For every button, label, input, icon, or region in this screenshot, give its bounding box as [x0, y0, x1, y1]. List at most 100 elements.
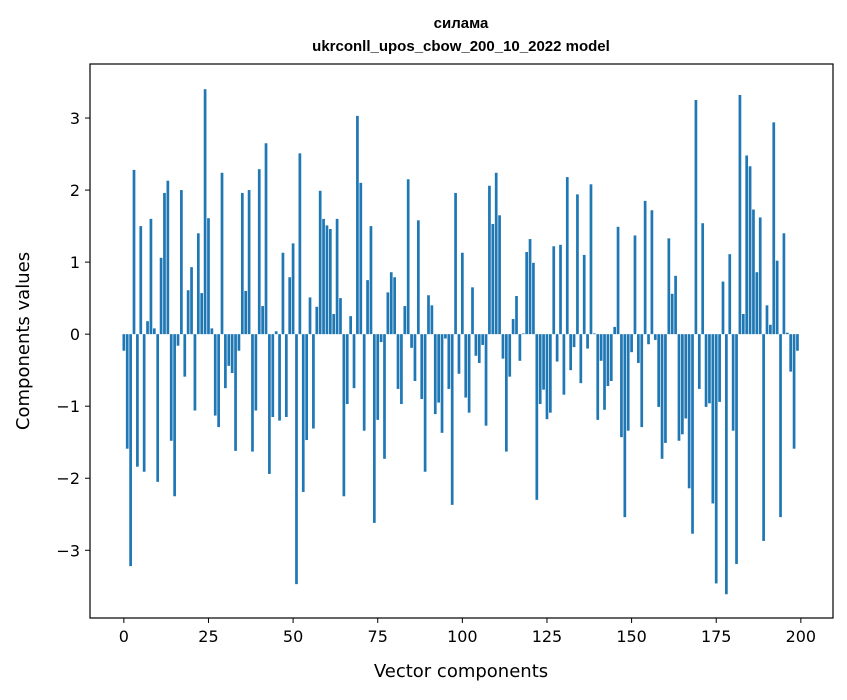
bar-component-167: [687, 334, 691, 489]
bar-component-88: [420, 334, 424, 399]
bar-component-199: [796, 334, 799, 351]
bar-component-193: [775, 260, 779, 335]
plot-frame: [89, 63, 834, 619]
bar-component-192: [772, 122, 776, 335]
y-tick-label: −1: [56, 397, 80, 416]
bar-component-9: [152, 328, 156, 335]
bar-component-142: [603, 334, 606, 410]
bar-component-122: [535, 334, 539, 500]
bar-component-26: [210, 328, 214, 335]
bar-component-93: [437, 334, 441, 403]
bar-component-12: [163, 192, 166, 335]
x-tick-label: 50: [283, 627, 303, 646]
bar-component-98: [454, 192, 457, 335]
bar-component-38: [251, 334, 254, 452]
bar-component-68: [352, 334, 356, 389]
bar-component-62: [332, 313, 336, 335]
bar-component-43: [268, 334, 271, 474]
bar-component-71: [362, 334, 366, 431]
bar-component-3: [132, 169, 136, 335]
bar-component-64: [339, 298, 342, 335]
bar-component-11: [159, 257, 163, 335]
bar-component-33: [234, 334, 237, 451]
bar-component-28: [217, 334, 220, 428]
bar-component-155: [647, 334, 650, 345]
bar-component-139: [593, 333, 596, 335]
bar-component-179: [728, 254, 732, 335]
bar-component-152: [637, 334, 640, 363]
bar-component-194: [779, 334, 782, 518]
bar-component-18: [183, 334, 187, 377]
bar-component-60: [325, 225, 329, 335]
bars-group: [122, 89, 799, 595]
bar-component-160: [664, 334, 667, 443]
y-tick-label: 1: [70, 253, 80, 272]
bar-component-108: [488, 185, 491, 335]
bar-component-86: [413, 334, 417, 381]
bar-component-164: [677, 334, 681, 441]
bar-component-121: [532, 262, 535, 335]
bar-component-48: [284, 334, 288, 418]
bar-component-135: [579, 334, 583, 384]
x-tick-label: 0: [119, 627, 129, 646]
y-axis-label: Components values: [13, 252, 34, 430]
x-tick-label: 75: [368, 627, 388, 646]
bar-component-113: [504, 334, 508, 452]
bar-component-82: [400, 334, 403, 405]
bar-component-92: [433, 334, 437, 415]
bar-component-97: [450, 334, 454, 505]
bar-component-23: [200, 293, 204, 335]
bar-component-172: [704, 334, 708, 407]
bar-component-195: [782, 233, 786, 335]
bar-component-74: [372, 334, 376, 523]
bar-component-104: [474, 334, 478, 356]
chart-title-line-1: силама: [434, 15, 489, 32]
y-tick-label: 2: [70, 181, 80, 200]
bar-component-150: [630, 334, 633, 353]
bar-component-177: [721, 281, 725, 335]
bar-component-49: [288, 277, 292, 335]
bar-component-180: [731, 334, 735, 431]
bar-component-20: [190, 267, 193, 335]
bar-component-13: [166, 180, 170, 335]
bar-component-151: [633, 235, 637, 335]
bar-component-191: [769, 324, 772, 335]
bar-component-90: [427, 295, 430, 335]
bar-component-115: [511, 319, 515, 335]
bar-component-14: [169, 334, 173, 441]
bar-component-153: [640, 334, 644, 428]
bar-component-73: [369, 226, 373, 335]
x-tick-label: 175: [701, 627, 732, 646]
bar-component-5: [139, 226, 143, 335]
bar-component-168: [691, 334, 694, 534]
bar-component-171: [701, 223, 705, 335]
bar-component-132: [569, 334, 573, 371]
y-tick-label: 0: [70, 325, 80, 344]
bar-component-36: [244, 290, 248, 335]
bar-component-162: [670, 293, 674, 335]
bar-component-85: [410, 334, 413, 348]
bar-component-4: [136, 334, 139, 467]
bar-component-15: [173, 334, 176, 497]
bar-component-136: [582, 254, 586, 335]
x-tick-label: 150: [616, 627, 647, 646]
bar-component-145: [613, 326, 617, 335]
bar-component-123: [538, 334, 542, 405]
bar-component-165: [681, 334, 684, 435]
bar-component-101: [464, 334, 468, 398]
bar-component-190: [765, 305, 769, 335]
bar-component-114: [508, 334, 512, 377]
y-tick-label: −2: [56, 469, 80, 488]
bar-component-31: [227, 334, 231, 366]
bar-component-103: [471, 287, 474, 335]
bar-component-72: [366, 280, 369, 335]
bar-component-186: [752, 209, 755, 335]
bar-component-117: [518, 334, 522, 361]
bar-component-100: [460, 252, 464, 335]
x-tick-label: 125: [532, 627, 563, 646]
bar-component-47: [281, 252, 285, 335]
y-tick-label: 3: [70, 109, 80, 128]
bar-component-185: [748, 166, 752, 335]
bar-component-130: [562, 334, 566, 395]
bar-component-183: [741, 313, 745, 335]
